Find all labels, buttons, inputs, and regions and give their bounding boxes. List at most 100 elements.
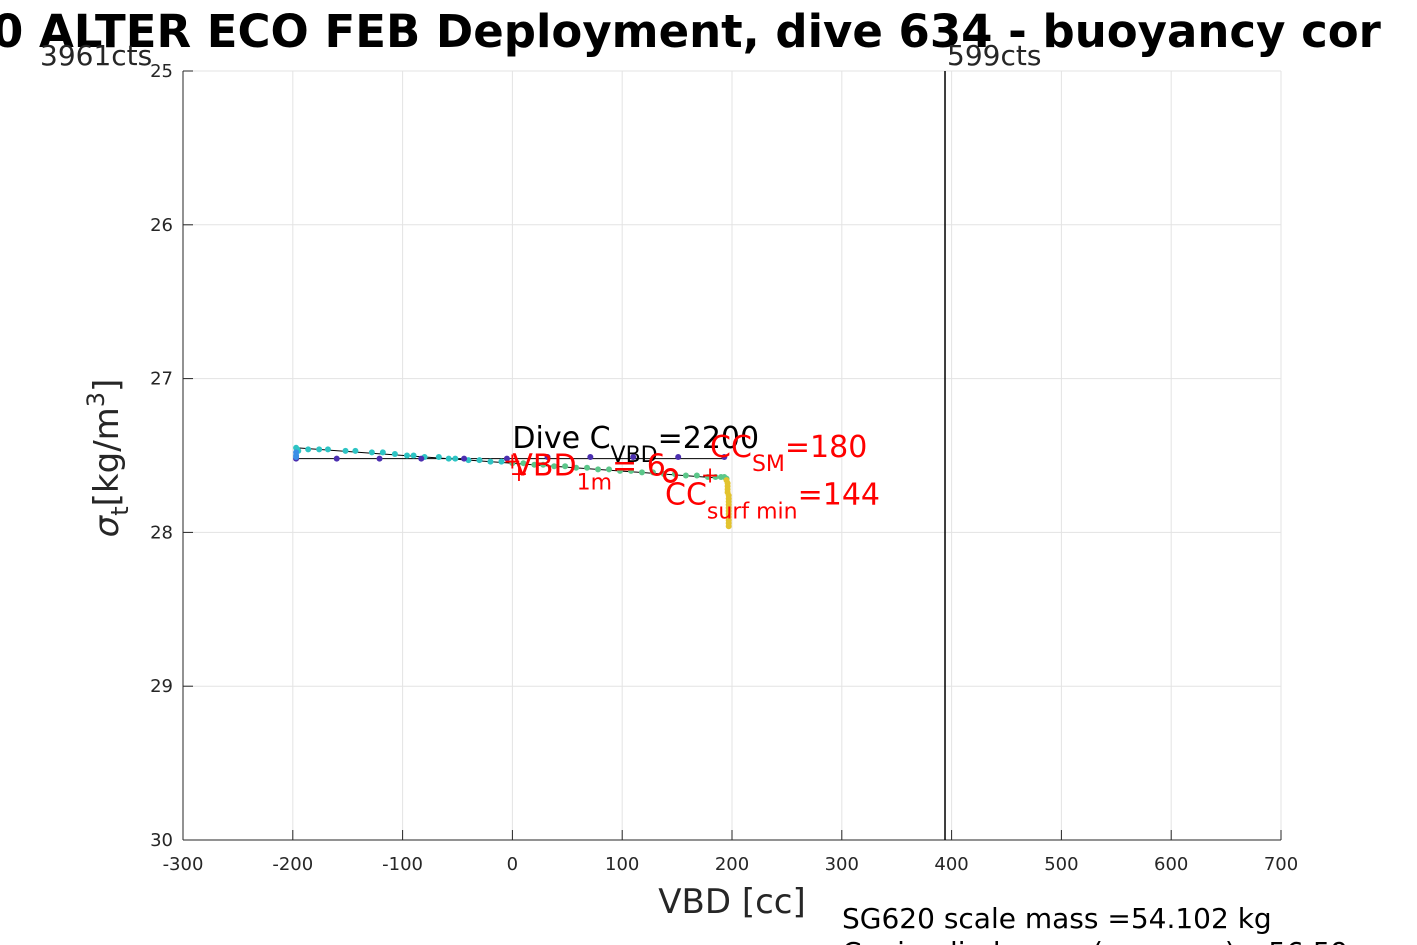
y-tick-label: 26 [150,215,173,236]
tick-labels: -300 -200 -100 0 100 200 300 400 500 600 700 25 26 27… [150,61,1298,875]
top-left-counts-label: 3961cts [40,39,152,72]
data-point [573,464,580,471]
annotation-sub: surf min [707,500,798,525]
data-point [721,454,728,461]
y-axis-label-close: ] [87,379,127,392]
data-point [503,455,510,462]
grid [182,70,1282,841]
annotation-main: Dive C [512,421,610,456]
plus-marker: + [503,450,521,475]
x-tick-label: -300 [163,854,204,875]
plus-marker: + [510,462,528,487]
y-tick-label: 27 [150,369,173,390]
y-tick-label: 29 [150,676,173,697]
data-point [476,457,483,464]
annotation-vbd1m: VBD1m= 6 [512,448,665,495]
x-tick-label: 400 [934,854,968,875]
x-tick-label: 600 [1154,854,1188,875]
data-point [418,455,425,462]
annotation-main: VBD [512,448,576,483]
annotation-value: =180 [785,430,867,465]
annotation-value: =144 [798,478,880,513]
x-tick-label: -200 [272,854,313,875]
data-point [487,458,494,465]
annotation-sub: VBD [611,443,658,468]
annotation-ccsm: CCSM=180 [710,430,867,477]
y-axis-label-main: [kg/m [87,407,127,506]
x-tick-label: 100 [605,854,639,875]
data-point [617,467,624,474]
data-point [693,472,700,479]
data-point [704,474,711,481]
y-axis-label-sub: t [106,506,134,515]
annotation-ccsurf: CCsurf min=144 [665,478,880,525]
annotation-main: CC [710,430,752,465]
data-point [316,446,323,453]
x-tick-label: 200 [715,854,749,875]
data-point [682,472,689,479]
data-point [627,467,634,474]
data-point [531,461,538,468]
y-axis-label: σt[kg/m3] [82,379,134,538]
annotation-sub: SM [752,452,785,477]
data-point [324,446,331,453]
data-point [587,454,594,461]
data-point [606,466,613,473]
footer-implied-mass: C... implied mass (onepage) =56.59... [842,936,1375,945]
data-point [540,461,547,468]
data-point [595,466,602,473]
y-axis-label-sup: 3 [82,392,110,407]
data-point [445,455,452,462]
data-point [584,464,591,471]
data-point [305,446,312,453]
y-tick-label: 28 [150,522,173,543]
x-tick-label: 300 [825,854,859,875]
data-points [293,444,732,530]
y-tick-label: 30 [150,830,173,851]
data-point [725,523,732,530]
data-point [368,449,375,456]
data-point [649,469,656,476]
data-point [712,474,719,481]
chart-title: 0 ALTER ECO FEB Deployment, dive 634 - b… [0,5,1382,58]
axes [182,70,1282,841]
annotation-sub: 1m [577,470,612,495]
data-point [562,463,569,470]
data-point [410,452,417,459]
data-point [461,455,468,462]
data-point [379,449,386,456]
data-point [551,463,558,470]
annotation-main: CC [665,478,707,513]
plus-marker: + [701,463,719,488]
x-tick-label: 500 [1044,854,1078,875]
x-axis-label: VBD [cc] [658,882,806,922]
circle-marker [663,467,679,483]
footer-scale-mass: SG620 scale mass =54.102 kg [842,902,1272,935]
y-axis-label-sigma: σ [87,514,127,537]
data-point [630,454,637,461]
data-point [376,455,383,462]
x-tick-label: 700 [1264,854,1298,875]
data-point [675,454,682,461]
data-point [293,454,300,461]
x-tick-label: 0 [507,854,518,875]
data-point [333,455,340,462]
annotation-dive_cvbd: Dive CVBD=2200 [512,421,759,468]
data-point [520,460,527,467]
data-point [544,454,551,461]
data-point [435,454,442,461]
x-tick-label: -100 [382,854,423,875]
data-point [403,452,410,459]
data-point [498,458,505,465]
annotation-value: =2200 [658,421,759,456]
annotation-value: = 6 [612,448,666,483]
data-point [352,447,359,454]
top-right-counts-label: 599cts [947,39,1041,72]
data-point [638,469,645,476]
data-point [342,447,349,454]
y-tick-label: 25 [150,61,173,82]
data-point [391,450,398,457]
